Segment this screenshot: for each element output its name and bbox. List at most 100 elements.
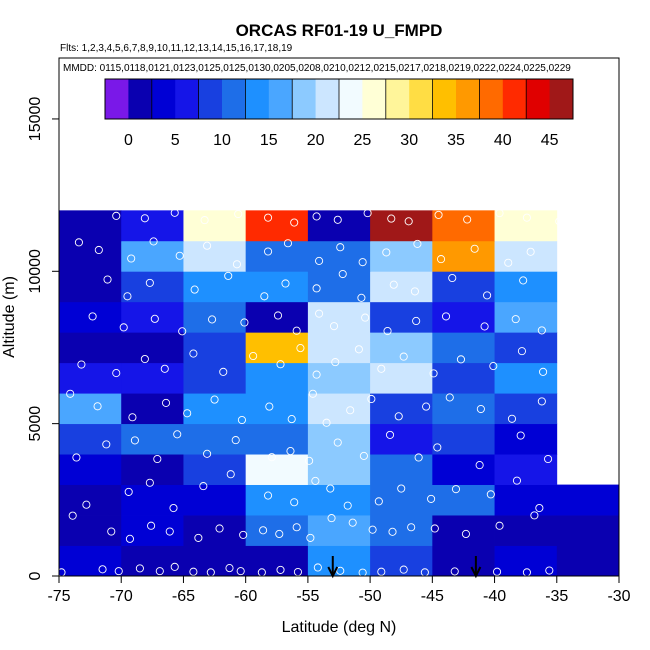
colorbar-segment bbox=[222, 79, 246, 119]
sample-point bbox=[203, 449, 212, 458]
heatmap-cell bbox=[183, 454, 247, 485]
heatmap-cell bbox=[370, 545, 433, 577]
sample-point bbox=[114, 567, 123, 576]
x-tick-label: -35 bbox=[545, 588, 568, 605]
x-tick-label: -30 bbox=[607, 588, 630, 605]
heatmap-cell bbox=[59, 240, 122, 272]
heatmap-cell bbox=[494, 271, 558, 303]
heatmap-cell bbox=[556, 515, 620, 546]
sample-point bbox=[173, 430, 182, 439]
sample-point bbox=[526, 247, 535, 256]
heatmap-cell bbox=[183, 515, 247, 546]
sample-point bbox=[290, 218, 299, 227]
sample-point bbox=[394, 412, 403, 421]
heatmap-cell bbox=[370, 332, 433, 364]
sample-point bbox=[429, 369, 438, 378]
colorbar-segment bbox=[339, 79, 363, 119]
heatmap-cell bbox=[432, 545, 495, 577]
sample-point bbox=[535, 504, 544, 513]
colorbar-segment bbox=[549, 79, 574, 119]
heatmap-cell bbox=[494, 393, 558, 425]
sample-point bbox=[200, 216, 209, 225]
heatmap-cell bbox=[307, 393, 371, 425]
sample-point bbox=[445, 393, 454, 402]
sample-point bbox=[333, 215, 342, 224]
sample-point bbox=[265, 402, 274, 411]
heatmap-cell bbox=[59, 301, 122, 333]
sample-point bbox=[140, 354, 149, 364]
sample-point bbox=[422, 402, 431, 411]
sample-point bbox=[175, 251, 184, 260]
sample-point bbox=[361, 313, 370, 322]
sample-point bbox=[140, 214, 149, 223]
y-tick-label: 0 bbox=[27, 571, 44, 580]
sample-point bbox=[125, 534, 134, 543]
heatmap-cell bbox=[183, 210, 247, 242]
sample-point bbox=[77, 360, 86, 369]
sample-point bbox=[208, 315, 217, 324]
heatmap-cell bbox=[183, 362, 247, 394]
sample-point bbox=[313, 563, 322, 572]
sample-point bbox=[358, 258, 367, 267]
heatmap-cell bbox=[556, 484, 620, 516]
sample-point bbox=[259, 526, 268, 535]
sample-point bbox=[315, 256, 324, 265]
sample-point bbox=[436, 255, 446, 264]
sample-point bbox=[495, 521, 504, 530]
sample-point bbox=[306, 533, 315, 542]
x-tick-label: -40 bbox=[483, 588, 506, 605]
sample-point bbox=[412, 316, 421, 326]
sample-point bbox=[537, 326, 546, 335]
heatmap-cell bbox=[494, 515, 558, 546]
sample-point bbox=[413, 239, 422, 248]
colorbar-segment bbox=[432, 79, 457, 119]
sample-point bbox=[94, 245, 103, 255]
sample-point bbox=[308, 389, 317, 398]
heatmap-cell bbox=[245, 210, 309, 242]
sample-point bbox=[545, 566, 554, 575]
sample-point bbox=[414, 453, 423, 462]
sample-point bbox=[260, 292, 269, 301]
heatmap-cell bbox=[59, 393, 122, 425]
heatmap-cell bbox=[121, 423, 184, 455]
colorbar-segment bbox=[128, 79, 153, 119]
heatmap-cell bbox=[307, 240, 371, 272]
heatmap-cell bbox=[494, 332, 558, 364]
sample-point bbox=[354, 345, 363, 354]
x-tick-label: -45 bbox=[421, 588, 444, 605]
sample-point bbox=[374, 497, 383, 506]
heatmap-cell bbox=[245, 332, 309, 364]
sample-point bbox=[225, 564, 234, 573]
sample-point bbox=[336, 566, 345, 575]
colorbar-segment bbox=[175, 79, 199, 119]
sample-point bbox=[327, 514, 336, 523]
sample-point bbox=[329, 322, 339, 331]
heatmap-cell bbox=[245, 240, 309, 272]
sample-point bbox=[397, 484, 406, 493]
sample-point bbox=[333, 438, 342, 447]
sample-point bbox=[407, 523, 416, 532]
plot-frame bbox=[58, 57, 620, 577]
heatmap-cell bbox=[245, 454, 309, 485]
sample-point bbox=[203, 241, 212, 250]
sample-point bbox=[112, 211, 121, 220]
dates-label: MMDD: 0115,0118,0121,0123,0125,0125,0130… bbox=[63, 63, 571, 74]
x-tick-label: -75 bbox=[47, 588, 70, 605]
sample-point bbox=[367, 394, 376, 404]
colorbar: 0 5 10 15 20 25 30 35 40 45 bbox=[104, 78, 574, 149]
heatmap-cell bbox=[494, 484, 558, 516]
sample-point bbox=[544, 454, 553, 464]
heatmap-cell bbox=[245, 271, 309, 303]
heatmap-cell bbox=[370, 271, 433, 303]
heatmap-cell bbox=[245, 362, 309, 394]
sample-point bbox=[93, 402, 102, 411]
sample-point bbox=[210, 395, 219, 404]
sample-point bbox=[66, 389, 75, 398]
sample-point bbox=[231, 436, 240, 445]
sample-point bbox=[190, 285, 199, 294]
sample-point bbox=[410, 287, 419, 296]
sample-point bbox=[315, 309, 324, 318]
heatmap-cell bbox=[494, 301, 558, 333]
heatmap-cell bbox=[432, 240, 495, 272]
sample-point bbox=[495, 209, 504, 218]
